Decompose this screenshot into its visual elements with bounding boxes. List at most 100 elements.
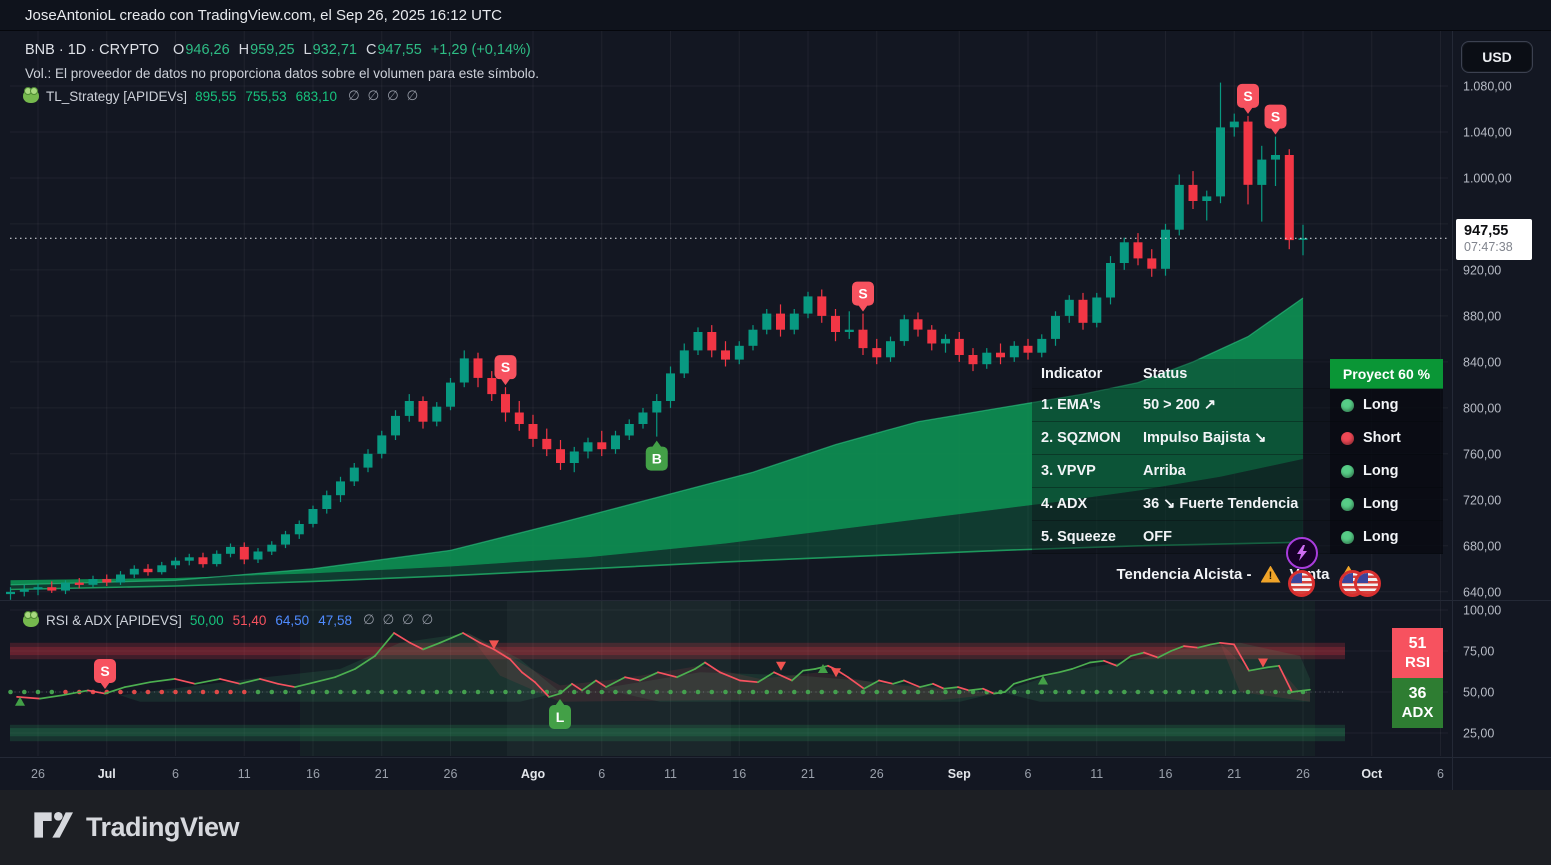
svg-text:75,00: 75,00 [1463, 645, 1494, 659]
strategy-legend[interactable]: TL_Strategy [APIDEVs] 895,55 755,53 683,… [23, 87, 421, 104]
table-row-adx: 4. ADX 36 ↘ Fuerte Tendencia [1032, 488, 1330, 521]
rsi-value-2: 51,40 [232, 612, 267, 628]
status-dot [1341, 431, 1354, 445]
table-row-squeeze: 5. Squeeze OFF [1032, 521, 1330, 554]
symbol-title[interactable]: BNB · 1D · CRYPTO [25, 42, 160, 58]
projection-header: Proyect 60 % [1330, 359, 1443, 389]
svg-text:26: 26 [870, 767, 884, 781]
tradingview-logo-icon[interactable] [33, 808, 73, 847]
volume-note: Vol.: El proveedor de datos no proporcio… [25, 66, 540, 81]
svg-text:680,00: 680,00 [1463, 539, 1501, 553]
svg-text:S: S [100, 663, 109, 679]
svg-text:720,00: 720,00 [1463, 493, 1501, 507]
svg-text:26: 26 [444, 767, 458, 781]
indicator-table: Indicator Status 1. EMA's 50 > 200 ↗ 2. … [1032, 359, 1330, 554]
svg-text:L: L [556, 709, 565, 725]
rsi-value-1: 50,00 [189, 612, 224, 628]
svg-text:16: 16 [306, 767, 320, 781]
currency-button[interactable]: USD [1461, 41, 1533, 73]
indicator-table-header: Indicator Status [1032, 359, 1330, 389]
svg-text:6: 6 [1437, 767, 1444, 781]
tradingview-logo-text[interactable]: TradingView [86, 812, 240, 842]
svg-text:Sep: Sep [948, 767, 971, 781]
projection-row: Long [1330, 488, 1443, 521]
candlestick-series [6, 82, 1308, 600]
open-label: O [173, 42, 185, 58]
rsi-line [16, 632, 1311, 700]
low-label: L [303, 42, 312, 58]
svg-text:1.000,00: 1.000,00 [1463, 172, 1512, 186]
rsi-bands [10, 642, 1345, 742]
price-axis[interactable] [1452, 30, 1551, 757]
low-value: 932,71 [312, 42, 357, 58]
last-price-value: 947,55 [1464, 223, 1509, 239]
svg-text:840,00: 840,00 [1463, 355, 1501, 369]
svg-text:B: B [652, 451, 662, 467]
status-dot [1341, 530, 1354, 544]
svg-text:880,00: 880,00 [1463, 309, 1501, 323]
close-value: 947,55 [377, 42, 422, 58]
svg-text:920,00: 920,00 [1463, 263, 1501, 277]
svg-text:6: 6 [172, 767, 179, 781]
candle-countdown: 07:47:38 [1464, 240, 1513, 255]
svg-text:50,00: 50,00 [1463, 686, 1494, 700]
svg-text:Jul: Jul [98, 767, 116, 781]
us-flag-blocked-icon [1288, 570, 1315, 597]
frog-icon [23, 87, 39, 103]
svg-text:26: 26 [1296, 767, 1310, 781]
svg-text:S: S [858, 286, 867, 302]
projection-row: Long [1330, 389, 1443, 422]
svg-text:S: S [1243, 88, 1252, 104]
rsi-empty-values: ∅ ∅ ∅ ∅ [363, 612, 436, 627]
price-axis-labels: 1.080,001.040,001.000,00960,00920,00880,… [1463, 80, 1512, 741]
rsi-badge: 51 RSI [1392, 628, 1443, 678]
time-axis-labels: 26 Jul 6 11 16 21 26 Ago 6 11 16 21 26 Sep 6 11 16 21 26 Oc… [31, 767, 1444, 781]
rsi-adx-legend[interactable]: RSI & ADX [APIDEVS] 50,00 51,40 64,50 47… [23, 611, 436, 628]
trend-caption-text: Tendencia Alcista - [1116, 565, 1252, 583]
svg-text:11: 11 [238, 767, 251, 781]
svg-text:21: 21 [801, 767, 815, 781]
close-label: C [365, 42, 377, 58]
ema-ribbon [10, 297, 1304, 591]
svg-text:640,00: 640,00 [1463, 585, 1501, 599]
svg-text:800,00: 800,00 [1463, 401, 1501, 415]
last-price-label: 947,55 07:47:38 [1456, 219, 1532, 260]
adx-badge: 36 ADX [1392, 678, 1443, 728]
projection-panel: Proyect 60 % Long Short Long Long Long [1330, 359, 1443, 554]
svg-text:25,00: 25,00 [1463, 727, 1494, 741]
high-value: 959,25 [250, 42, 295, 58]
change-value: +1,29 (+0,14%) [430, 42, 531, 58]
symbol-legend[interactable]: BNB · 1D · CRYPTO O 946,26 H 959,25 L 93… [25, 42, 531, 58]
svg-text:11: 11 [664, 767, 677, 781]
rsi-markers: SL [15, 640, 1268, 729]
frog-icon [23, 611, 39, 627]
table-row-emas: 1. EMA's 50 > 200 ↗ [1032, 389, 1330, 422]
strategy-name: TL_Strategy [APIDEVs] [46, 88, 188, 104]
strategy-empty-values: ∅ ∅ ∅ ∅ [347, 88, 421, 103]
high-label: H [238, 42, 250, 58]
svg-text:S: S [1271, 109, 1280, 125]
rsi-indicator-name: RSI & ADX [APIDEVS] [46, 612, 182, 628]
svg-text:1.080,00: 1.080,00 [1463, 80, 1512, 94]
svg-text:760,00: 760,00 [1463, 447, 1501, 461]
strategy-value-3: 683,10 [295, 88, 337, 104]
svg-text:21: 21 [375, 767, 389, 781]
projection-row: Long [1330, 521, 1443, 554]
strategy-signal-labels: S B S S S [494, 83, 1287, 471]
table-row-sqzmon: 2. SQZMON Impulso Bajista ↘ [1032, 422, 1330, 455]
svg-text:6: 6 [1025, 767, 1032, 781]
svg-text:1.040,00: 1.040,00 [1463, 126, 1512, 140]
open-value: 946,26 [185, 42, 230, 58]
footer-bar: TradingView [0, 790, 1551, 865]
time-axis[interactable] [0, 757, 1448, 790]
rsi-value-3: 64,50 [275, 612, 310, 628]
svg-text:Oct: Oct [1361, 767, 1383, 781]
svg-text:16: 16 [1159, 767, 1173, 781]
status-dot [1341, 497, 1354, 511]
svg-text:6: 6 [598, 767, 605, 781]
lightning-icon [1286, 537, 1318, 569]
strategy-value-1: 895,55 [195, 88, 237, 104]
table-row-vpvp: 3. VPVP Arriba [1032, 455, 1330, 488]
